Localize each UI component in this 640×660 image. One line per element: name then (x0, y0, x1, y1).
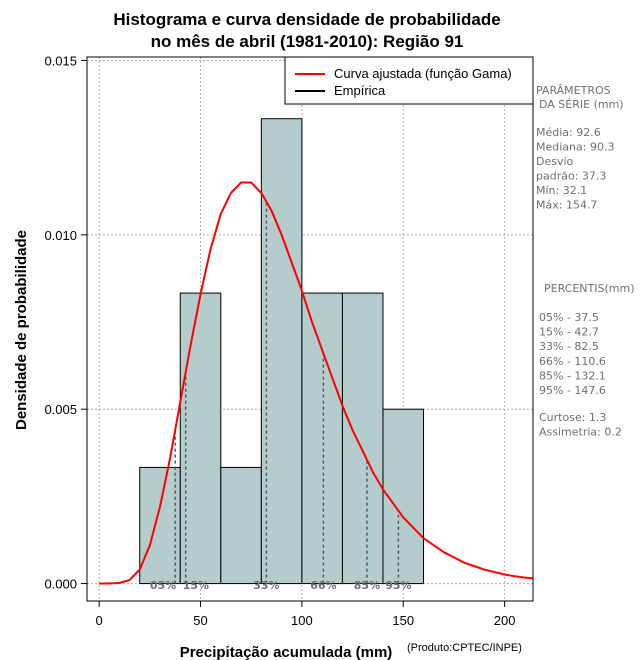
x-axis-label: Precipitação acumulada (mm) (180, 644, 393, 660)
histogram-bar (382, 408, 425, 585)
percentile-label: 95% (385, 579, 411, 592)
legend-box (284, 56, 534, 105)
param-value: padrão: 37.3 (536, 170, 606, 183)
legend-empirical-label: Empírica (334, 83, 386, 98)
percentile-value: 15% - 42.7 (539, 326, 599, 339)
percentile-label: 15% (183, 579, 209, 592)
x-tick-label: 50 (193, 613, 207, 628)
histogram-bar (220, 466, 262, 585)
credit-note: (Produto:CPTEC/INPE) (407, 642, 522, 654)
stat-value: Curtose: 1.3 (539, 411, 606, 424)
axes: 0 50 100 150 200 0.000 0.005 0.010 0.015 (44, 53, 515, 628)
x-tick-label: 200 (494, 613, 516, 628)
percentile-value: 05% - 37.5 (539, 311, 599, 324)
y-tick-label: 0.000 (44, 577, 77, 592)
x-tick-label: 100 (291, 613, 313, 628)
y-tick-label: 0.010 (44, 228, 77, 243)
percentiles-header: PERCENTIS(mm) (544, 282, 635, 295)
histogram-bar (301, 292, 343, 585)
percentile-value: 85% - 132.1 (539, 369, 606, 382)
fitted-gamma-curve (99, 181, 534, 585)
percentile-value: 33% - 82.5 (539, 340, 599, 353)
param-value: Mín: 32.1 (536, 184, 587, 197)
histogram-bar (260, 118, 303, 585)
percentile-value: 95% - 147.6 (539, 384, 606, 397)
param-value: Média: 92.6 (536, 126, 601, 139)
percentile-value: 66% - 110.6 (539, 355, 606, 368)
fitted-curve-layer (99, 181, 534, 585)
histogram-bars (139, 118, 425, 585)
histogram-bar (341, 292, 384, 585)
param-value: Mediana: 90.3 (536, 141, 614, 154)
params-header: PARÂMETROS (536, 84, 611, 97)
y-tick-label: 0.005 (44, 402, 77, 417)
chart-title-line1: Histograma e curva densidade de probabil… (113, 10, 500, 29)
y-axis-label: Densidade de probabilidade (13, 230, 30, 430)
percentile-label: 33% (253, 579, 279, 592)
percentile-label: 85% (354, 579, 380, 592)
histogram-bar (139, 466, 181, 585)
params-header: DA SÉRIE (mm) (539, 98, 624, 111)
param-value: Desvio (536, 155, 574, 168)
stat-value: Assimetria: 0.2 (539, 426, 622, 439)
legend-fitted-label: Curva ajustada (função Gama) (334, 66, 512, 81)
chart-title-line2: no mês de abril (1981-2010): Região 91 (151, 32, 464, 51)
percentile-markers: 05% 15% 33% 66% 85% 95% (150, 201, 412, 592)
x-tick-label: 0 (96, 613, 103, 628)
y-tick-label: 0.015 (44, 53, 77, 68)
percentile-label: 66% (310, 579, 336, 592)
legend: Curva ajustada (função Gama) Empírica (284, 56, 534, 105)
histogram-bar (179, 292, 222, 585)
param-value: Máx: 154.7 (536, 199, 597, 212)
percentile-label: 05% (150, 579, 176, 592)
x-tick-label: 150 (392, 613, 414, 628)
